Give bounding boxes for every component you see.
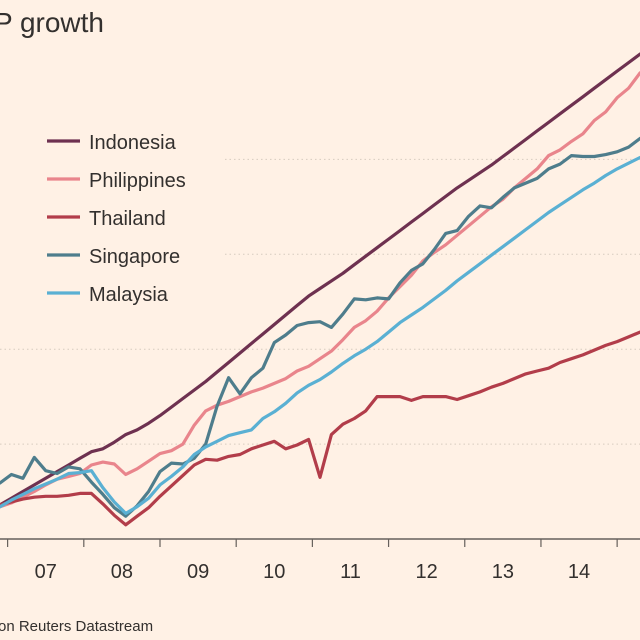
legend-label-philippines: Philippines [89,170,186,192]
series-lines [0,52,640,527]
legend-label-singapore: Singapore [89,246,180,268]
x-tick-label: 11 [340,561,361,583]
x-tick-label: 10 [263,561,285,583]
legend-label-thailand: Thailand [89,208,166,230]
x-tick-label: 13 [492,561,514,583]
x-axis-ticks: 070809101112131415 [7,539,618,583]
series-line-malaysia [0,155,640,516]
legend-label-indonesia: Indonesia [89,132,177,154]
x-tick-label: 09 [187,561,209,583]
x-tick-label: 14 [568,561,590,583]
series-line-singapore [0,136,640,518]
series-line-philippines [0,71,640,509]
legend-label-malaysia: Malaysia [89,284,169,306]
chart-source: on Reuters Datastream [0,618,153,635]
x-tick-label: 08 [111,561,133,583]
series-line-indonesia [0,52,640,507]
x-tick-label: 12 [416,561,438,583]
legend: Indonesia Philippines Thailand Singapore Mal… [47,132,186,306]
series-line-thailand [0,330,640,527]
x-tick-label: 07 [35,561,57,583]
chart-title: P growth [0,7,104,38]
